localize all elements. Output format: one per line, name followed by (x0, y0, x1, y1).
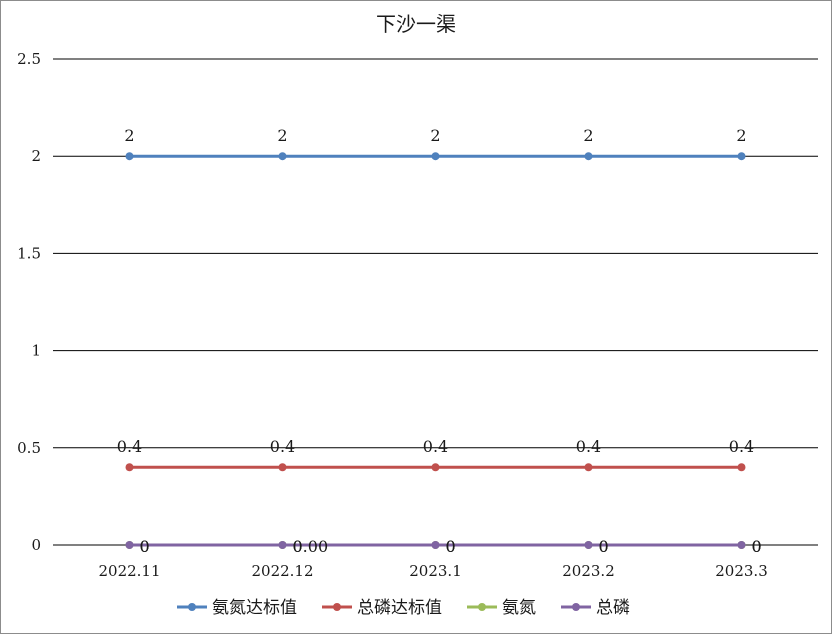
data-label: 0 (752, 537, 762, 556)
legend-label: 氨氮达标值 (212, 598, 297, 618)
legend-label: 氨氮 (502, 598, 536, 618)
x-tick-label: 2022.11 (98, 562, 160, 580)
data-label: 2 (430, 126, 440, 145)
data-point (125, 463, 134, 472)
y-tick-label: 0 (31, 536, 41, 554)
data-label: 2 (583, 126, 593, 145)
data-label: 0.4 (576, 437, 601, 456)
legend-marker-point (188, 603, 196, 611)
chart-title: 下沙一渠 (376, 12, 456, 36)
data-point (125, 152, 134, 161)
data-label: 0.00 (293, 537, 329, 556)
data-point (584, 152, 593, 161)
data-label: 0 (752, 537, 762, 556)
data-label: 0 (140, 537, 150, 556)
data-point (737, 152, 746, 161)
data-point (125, 541, 134, 549)
data-label: 0.4 (729, 437, 754, 456)
data-point (737, 463, 746, 472)
x-tick-label: 2022.12 (251, 562, 313, 580)
data-point (278, 463, 287, 472)
data-label: 0.4 (117, 437, 142, 456)
data-point (431, 152, 440, 161)
data-label: 0 (599, 537, 609, 556)
y-tick-label: 2 (31, 147, 41, 165)
data-point (431, 463, 440, 472)
data-point (737, 541, 746, 549)
y-tick-label: 0.5 (17, 439, 41, 457)
legend-marker-point (478, 603, 486, 611)
legend-marker-point (572, 603, 580, 611)
data-point (584, 463, 593, 472)
data-point (278, 541, 287, 549)
data-point (584, 541, 593, 549)
data-label: 0.4 (423, 437, 448, 456)
y-tick-label: 1 (31, 342, 41, 360)
data-point (431, 541, 440, 549)
x-tick-label: 2023.3 (715, 562, 768, 580)
data-label: 2 (277, 126, 287, 145)
data-label: 0 (599, 537, 609, 556)
data-label: 0 (446, 537, 456, 556)
legend-label: 总磷 (596, 598, 630, 618)
data-label: 0 (293, 537, 303, 556)
data-point (278, 152, 287, 161)
data-label: 0 (446, 537, 456, 556)
data-label: 2 (124, 126, 134, 145)
data-label: 2 (736, 126, 746, 145)
x-tick-label: 2023.2 (562, 562, 615, 580)
data-label: 0 (140, 537, 150, 556)
legend-label: 总磷达标值 (357, 598, 442, 618)
y-tick-label: 2.5 (17, 50, 41, 68)
legend-marker-point (333, 603, 341, 611)
data-label: 0.4 (270, 437, 295, 456)
y-tick-label: 1.5 (17, 244, 41, 262)
x-tick-label: 2023.1 (409, 562, 462, 580)
